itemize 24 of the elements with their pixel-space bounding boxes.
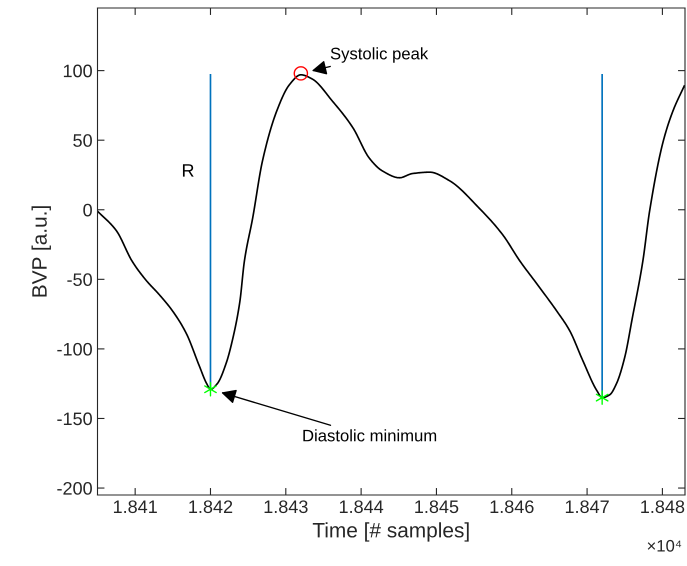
x-tick-label: 1.843 xyxy=(264,500,308,514)
x-tick-label: 1.841 xyxy=(114,500,157,514)
y-tick-label: 100 xyxy=(64,64,92,78)
y-tick-label: 50 xyxy=(73,134,92,147)
y-tick-label: -200 xyxy=(57,482,92,495)
annotation: R xyxy=(182,164,194,177)
y-tick-label: -150 xyxy=(57,412,92,426)
x-tick-label: 1.845 xyxy=(415,500,458,514)
x-tick-label: 1.842 xyxy=(189,500,232,514)
annotation: Systolic peak xyxy=(330,47,428,63)
x-tick-label: 1.847 xyxy=(566,500,609,514)
y-tick-label: -100 xyxy=(57,342,92,356)
point xyxy=(204,382,217,397)
text: ×10⁴ xyxy=(648,540,682,552)
annotation: Diastolic minimum xyxy=(303,429,436,442)
y-axis-title: BVP [a.u.] xyxy=(32,206,51,297)
y-tick-label: 0 xyxy=(83,204,92,216)
y-tick-label: -50 xyxy=(67,273,92,286)
x-axis-title: Time [# samples] xyxy=(312,522,469,542)
x-tick-label: 1.846 xyxy=(490,500,534,514)
point xyxy=(294,66,308,81)
x-tick-label: 1.848 xyxy=(641,500,684,514)
x-tick-label: 1.844 xyxy=(340,500,384,514)
point xyxy=(596,390,609,405)
